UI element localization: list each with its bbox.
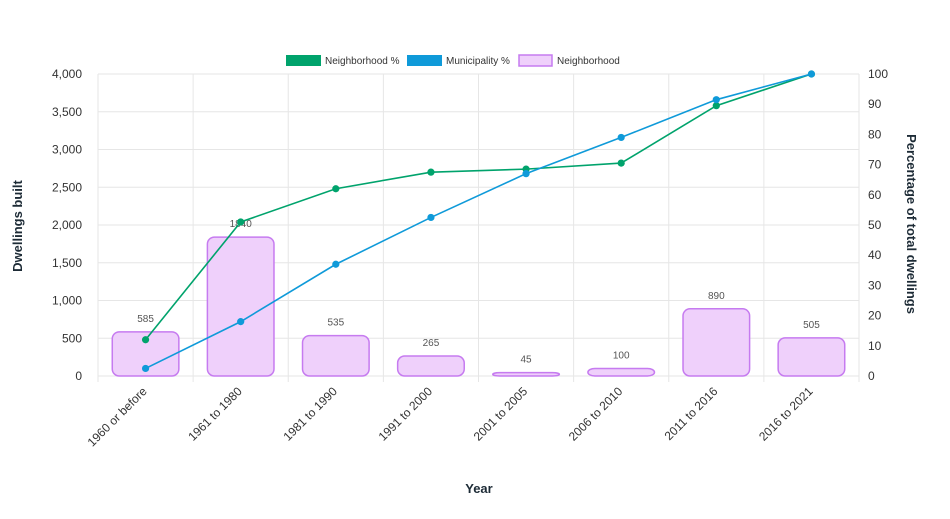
- y-left-tick-label: 3,000: [52, 143, 82, 157]
- bar-data-label: 585: [137, 314, 154, 325]
- bar: [492, 371, 561, 377]
- x-tick-label: 1960 or before: [85, 384, 150, 449]
- y-right-tick-label: 100: [868, 67, 888, 81]
- x-tick-label: 2011 to 2016: [662, 384, 721, 443]
- x-tick-label: 2001 to 2005: [471, 384, 531, 444]
- y-right-tick-label: 10: [868, 339, 882, 353]
- bar-data-label: 535: [327, 318, 344, 329]
- y-left-tick-label: 500: [62, 331, 82, 345]
- y-right-tick-label: 0: [868, 369, 875, 383]
- bar: [111, 331, 180, 377]
- series-point: [712, 102, 720, 110]
- line-series: [141, 70, 816, 373]
- series-line: [145, 73, 812, 370]
- bar-data-label: 890: [708, 291, 725, 302]
- series-point: [807, 70, 816, 78]
- legend-swatch: [407, 55, 442, 66]
- y-left-tick-label: 4,000: [52, 67, 82, 81]
- series-point: [332, 185, 340, 193]
- bar: [587, 367, 656, 377]
- y-axis-right-title: Percentage of total dwellings: [904, 134, 919, 314]
- legend-label: Neighborhood: [557, 56, 620, 67]
- x-tick-label: 2006 to 2010: [566, 384, 626, 444]
- y-left-tick-label: 3,500: [52, 105, 82, 119]
- y-right-tick-label: 30: [868, 278, 882, 292]
- x-tick-label: 2016 to 2021: [756, 384, 816, 444]
- series-point: [427, 213, 435, 222]
- series-point: [237, 218, 245, 226]
- y-right-tick-label: 50: [868, 218, 882, 232]
- x-tick-label: 1981 to 1990: [280, 384, 340, 444]
- legend-label: Neighborhood %: [325, 56, 400, 67]
- legend: Neighborhood % Municipality % Neighborhood: [286, 54, 620, 67]
- y-right-tick-label: 80: [868, 127, 882, 141]
- legend-swatch: [518, 54, 553, 67]
- y-left-tick-label: 1,000: [52, 294, 82, 308]
- y-axis-left-title: Dwellings built: [10, 179, 25, 271]
- series-point: [522, 170, 530, 178]
- y-right-tick-label: 90: [868, 97, 882, 111]
- bar: [396, 355, 465, 377]
- series-point: [332, 260, 340, 268]
- y-right-tick-label: 70: [868, 158, 882, 172]
- x-tick-label: 1991 to 2000: [376, 384, 436, 444]
- y-left-tick-label: 0: [75, 369, 82, 383]
- bar-series: [111, 236, 846, 377]
- x-tick-label: 1961 to 1980: [185, 384, 245, 444]
- y-left-tick-label: 2,000: [52, 218, 82, 232]
- bar: [682, 308, 751, 377]
- y-left-tick-label: 1,500: [52, 256, 82, 270]
- series-point: [141, 336, 150, 344]
- series-point: [141, 364, 150, 373]
- bar-data-label: 100: [613, 350, 630, 361]
- y-left-tick-label: 2,500: [52, 180, 82, 194]
- series-point: [712, 96, 720, 104]
- x-axis-ticks: 1960 or before 1961 to 1980 1981 to 1990 19…: [85, 384, 816, 449]
- y-right-tick-label: 40: [868, 248, 882, 262]
- series-point: [617, 133, 625, 142]
- series-line: [144, 73, 812, 341]
- bar-data-label: 45: [521, 355, 533, 366]
- y-right-tick-label: 20: [868, 309, 882, 323]
- x-axis-title: Year: [465, 481, 492, 496]
- bar: [777, 337, 846, 377]
- legend-swatch: [286, 55, 321, 66]
- series-point: [617, 159, 625, 167]
- series-point: [427, 168, 435, 176]
- y-axis-left-ticks: 0 500 1,000 1,500 2,000 2,500 3,000 3,500 4,000: [52, 67, 82, 383]
- legend-label: Municipality %: [446, 56, 510, 67]
- y-right-tick-label: 60: [868, 188, 882, 202]
- bar-data-label: 505: [803, 320, 820, 331]
- bar-data-label: 265: [423, 338, 440, 349]
- series-point: [237, 318, 245, 326]
- y-axis-right-ticks: 0 10 20 30 40 50 60 70 80 90 100: [868, 67, 888, 383]
- bar: [206, 236, 275, 377]
- bar: [301, 334, 370, 377]
